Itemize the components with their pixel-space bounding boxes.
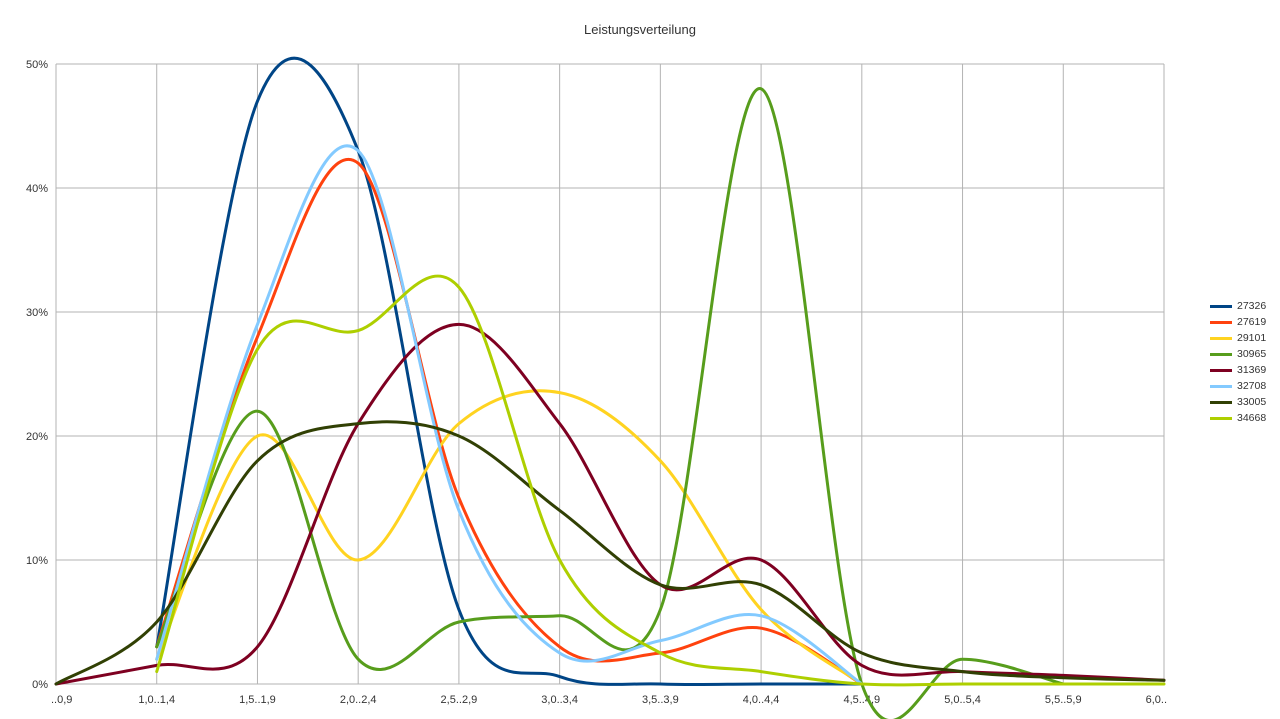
- x-tick-label: ..0,9: [51, 694, 72, 706]
- chart-title: Leistungsverteilung: [583, 22, 697, 37]
- legend-swatch: [1210, 336, 1232, 340]
- x-tick-label: 2,0..2,4: [340, 694, 377, 706]
- legend-swatch: [1210, 384, 1232, 388]
- series-line-27619: [155, 158, 864, 686]
- legend-swatch: [1210, 304, 1232, 308]
- legend-item: 33005: [1210, 394, 1266, 410]
- y-tick-label: 30%: [26, 307, 48, 319]
- y-axis-ticks: 0% 10% 20% 30% 40% 50%: [26, 59, 48, 691]
- x-tick-label: 3,0..3,4: [541, 694, 578, 706]
- series-line-27326: [155, 56, 864, 687]
- legend-label: 32708: [1237, 380, 1267, 392]
- legend-swatch: [1210, 416, 1232, 420]
- legend-item: 30965: [1210, 346, 1266, 362]
- legend-swatch: [1210, 400, 1232, 404]
- legend-swatch: [1210, 368, 1232, 372]
- series-line-32708: [155, 144, 864, 686]
- x-axis-ticks: ..0,9 1,0..1,4 1,5..1,9 2,0..2,4 2,5..2,9 3,0…: [51, 694, 1167, 706]
- legend-item: 32708: [1210, 378, 1266, 394]
- legend-label: 27326: [1237, 300, 1267, 312]
- x-tick-label: 5,5..5,9: [1045, 694, 1082, 706]
- legend: 27326 27619 29101 30965 31369 32708 33005 34668: [1210, 298, 1266, 426]
- legend-swatch: [1210, 320, 1232, 324]
- grid-lines: [55, 63, 1165, 685]
- legend-label: 31369: [1237, 364, 1267, 376]
- y-tick-label: 40%: [26, 183, 48, 195]
- series-lines: [54, 56, 1166, 719]
- legend-label: 33005: [1237, 396, 1267, 408]
- legend-item: 34668: [1210, 410, 1266, 426]
- y-tick-label: 50%: [26, 59, 48, 71]
- y-tick-label: 0%: [32, 679, 48, 691]
- x-tick-label: 4,0..4,4: [743, 694, 780, 706]
- x-tick-label: 3,5..3,9: [642, 694, 679, 706]
- legend-item: 31369: [1210, 362, 1266, 378]
- legend-label: 30965: [1237, 348, 1267, 360]
- x-tick-label: 5,0..5,4: [944, 694, 981, 706]
- x-tick-label: 1,5..1,9: [239, 694, 276, 706]
- x-tick-label: 2,5..2,9: [441, 694, 478, 706]
- series-line-30965: [155, 87, 1065, 719]
- legend-label: 29101: [1237, 332, 1267, 344]
- x-tick-label: 6,0..: [1146, 694, 1167, 706]
- legend-item: 27619: [1210, 314, 1266, 330]
- y-tick-label: 10%: [26, 555, 48, 567]
- x-tick-label: 1,0..1,4: [138, 694, 175, 706]
- series-line-31369: [54, 322, 1166, 686]
- legend-item: 29101: [1210, 330, 1266, 346]
- x-tick-label: 4,5..4,9: [843, 694, 880, 706]
- legend-label: 27619: [1237, 316, 1267, 328]
- legend-label: 34668: [1237, 412, 1267, 424]
- legend-item: 27326: [1210, 298, 1266, 314]
- series-line-33005: [54, 420, 1166, 686]
- legend-swatch: [1210, 352, 1232, 356]
- series-line-34668: [155, 274, 1166, 687]
- y-tick-label: 20%: [26, 431, 48, 443]
